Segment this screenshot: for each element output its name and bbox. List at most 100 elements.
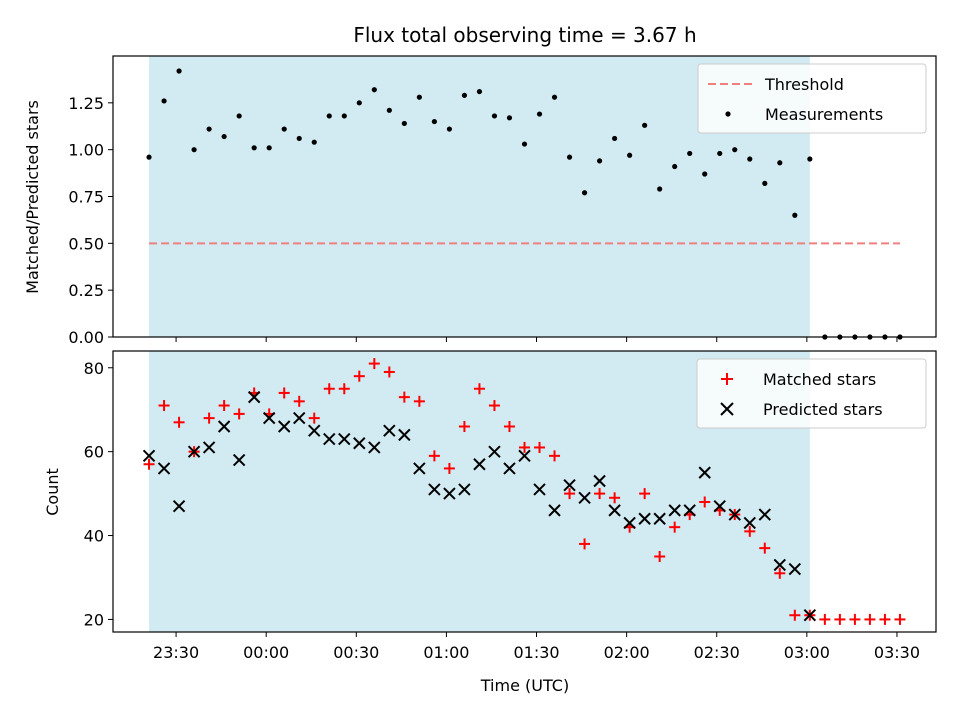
matched-star-point [323,383,335,395]
measurement-point [777,160,783,166]
measurement-point [792,212,798,218]
predicted-star-point [142,449,156,463]
top-legend: Threshold Measurements [697,63,927,134]
measurement-point [281,126,287,132]
legend-matched-swatch [721,373,733,385]
measurement-point [491,113,498,119]
matched-star-point [233,408,245,420]
matched-star-point [428,450,440,462]
predicted-star-point [157,462,171,475]
predicted-star-point [758,508,771,521]
matched-star-point [639,488,651,500]
predicted-star-point [278,420,291,433]
x-tick-label: 01:30 [513,643,559,662]
predicted-star-point [743,516,756,530]
matched-star-point [338,383,350,395]
x-tick-label: 03:00 [784,643,830,662]
predicted-star-point [728,508,741,521]
matched-star-point [894,613,906,625]
measurement-point [476,88,483,95]
predicted-star-point [578,491,591,504]
predicted-star-point [308,424,321,437]
predicted-star-point [413,462,426,475]
matched-star-point [669,521,681,533]
measurement-point [251,145,257,151]
matched-star-point [308,412,320,424]
top-points-layer [146,68,903,340]
matched-star-point [443,462,455,474]
measurement-point [416,94,422,100]
measurement-point [266,145,272,151]
predicted-star-point [247,390,261,404]
predicted-star-point [608,504,621,517]
legend-matched-label: Matched stars [763,370,876,389]
measurement-point [446,126,453,132]
predicted-star-point [548,504,561,517]
matched-star-point [789,609,801,621]
predicted-star-point [668,504,681,517]
bottom-x-ticks: 23:30 00:00 00:30 01:00 01:30 02:00 02:30 03:00… [153,632,920,662]
measurement-point [807,156,813,162]
top-y-tick-label: 0.25 [68,281,104,300]
measurement-point [191,147,197,153]
predicted-star-point [323,432,336,446]
predicted-star-point [773,558,787,572]
measurement-point [536,111,543,117]
x-tick-label: 02:30 [694,643,740,662]
predicted-star-point [713,499,726,513]
x-tick-label: 23:30 [153,643,199,662]
matched-star-point [549,450,561,462]
matched-star-point [458,420,470,432]
top-y-axis-label: Matched/Predicted stars [23,100,42,294]
bottom-y-axis-label: Count [43,468,62,516]
measurement-point [566,154,573,160]
matched-star-point [143,458,155,470]
predicted-star-point [187,445,201,458]
bottom-panel: 20 40 60 80 23:30 00:00 00:30 01:00 01:30 02:00 0… [43,350,937,695]
matched-star-point [293,395,305,407]
bottom-y-ticks: 20 40 60 80 [84,359,113,629]
matched-star-point [819,613,831,625]
predicted-star-point [338,432,351,446]
bottom-axes-frame [112,350,937,633]
predicted-star-point [217,420,231,433]
measurement-point [687,150,693,157]
top-y-ticks: 0.00 0.25 0.50 0.75 1.00 1.25 [68,94,113,347]
bot-y-tick-label: 60 [84,443,104,462]
bot-y-tick-label: 80 [84,359,104,378]
predicted-star-point [623,516,636,530]
predicted-star-point [172,499,186,513]
measurement-point [146,154,152,160]
measurement-point [311,139,317,145]
x-tick-label: 02:00 [604,643,650,662]
predicted-star-point [398,428,411,442]
measurement-point [221,133,227,140]
measurement-point [461,92,468,98]
matched-star-point [383,366,395,378]
measurement-point [431,118,437,125]
predicted-star-point [353,437,366,450]
measurement-point [581,190,588,196]
bottom-points-layer [142,358,906,625]
matched-star-point [534,441,546,453]
predicted-star-point [473,458,486,471]
matched-star-point [173,416,185,428]
measurement-point [386,107,392,113]
matched-star-point [519,441,530,453]
matched-star-point [353,370,365,382]
top-y-tick-label: 1.00 [68,141,104,160]
predicted-star-point [698,466,711,479]
matched-star-point [488,400,500,412]
measurement-point [326,113,332,119]
measurement-point [717,150,723,157]
matched-star-point [413,395,425,407]
measurement-point [762,180,768,186]
measurement-point [506,115,513,121]
top-x-ticks [175,337,898,342]
matched-star-point [564,488,576,500]
predicted-star-point [383,424,396,437]
measurement-point [521,141,528,147]
matched-star-point [503,420,515,432]
top-y-tick-label: 0.75 [68,188,104,207]
